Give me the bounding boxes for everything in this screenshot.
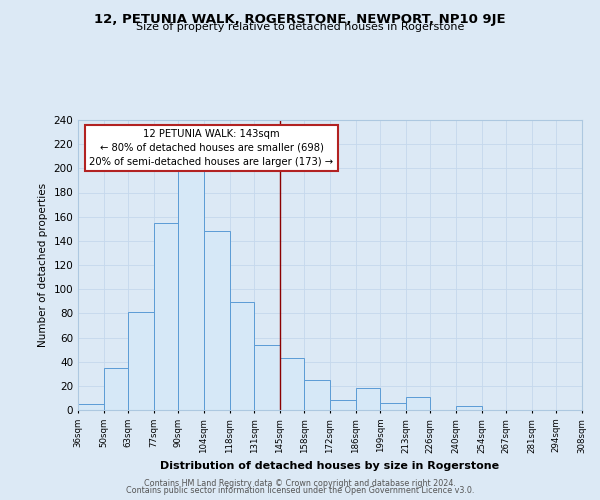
Bar [178, 167, 204, 410]
X-axis label: Distribution of detached houses by size in Rogerstone: Distribution of detached houses by size … [160, 461, 500, 471]
Bar [230, 302, 254, 410]
Bar [304, 380, 330, 410]
Text: Size of property relative to detached houses in Rogerstone: Size of property relative to detached ho… [136, 22, 464, 32]
Bar [380, 403, 406, 410]
Bar [204, 231, 230, 410]
Text: Contains HM Land Registry data © Crown copyright and database right 2024.: Contains HM Land Registry data © Crown c… [144, 478, 456, 488]
Text: 12 PETUNIA WALK: 143sqm
← 80% of detached houses are smaller (698)
20% of semi-d: 12 PETUNIA WALK: 143sqm ← 80% of detache… [89, 128, 334, 166]
Bar [78, 404, 104, 410]
Text: 12, PETUNIA WALK, ROGERSTONE, NEWPORT, NP10 9JE: 12, PETUNIA WALK, ROGERSTONE, NEWPORT, N… [94, 12, 506, 26]
Bar [456, 406, 482, 410]
Bar [128, 312, 154, 410]
Bar [406, 396, 430, 410]
Bar [154, 222, 178, 410]
Bar [356, 388, 380, 410]
Bar [280, 358, 304, 410]
Text: Contains public sector information licensed under the Open Government Licence v3: Contains public sector information licen… [126, 486, 474, 495]
Bar [330, 400, 356, 410]
Bar [104, 368, 128, 410]
Y-axis label: Number of detached properties: Number of detached properties [38, 183, 48, 347]
Bar [254, 345, 280, 410]
